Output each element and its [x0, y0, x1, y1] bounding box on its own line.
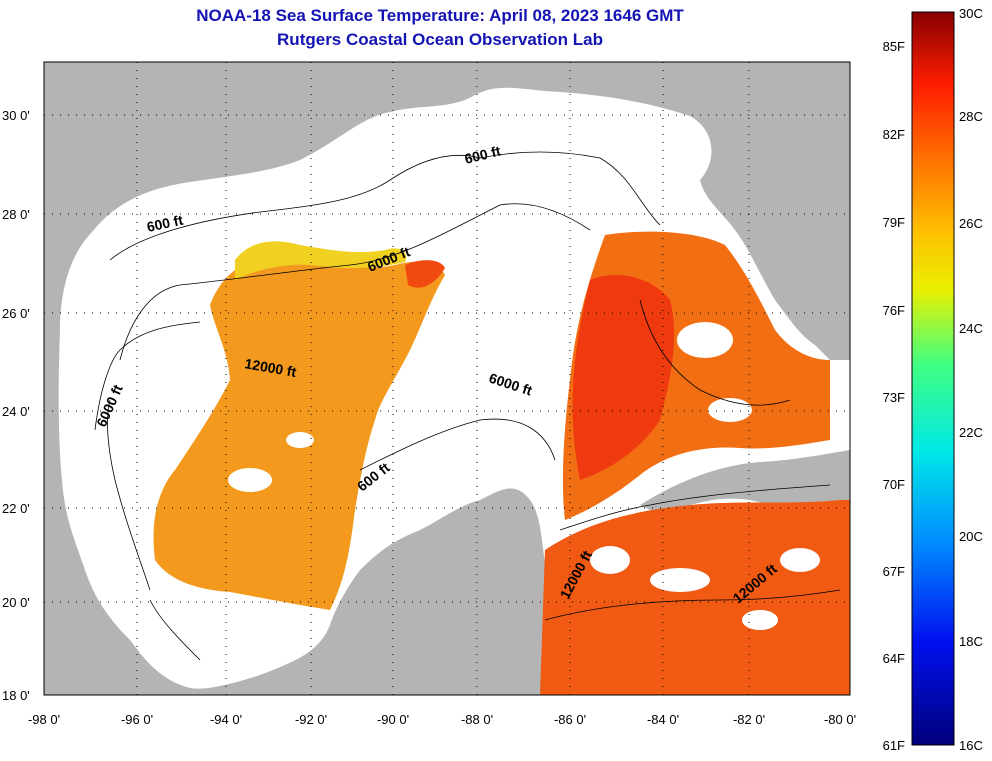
colorbar-c-label: 16C [959, 738, 983, 753]
lon-label: -82 0' [733, 712, 765, 727]
cuba-land [640, 450, 850, 515]
colorbar-c-label: 30C [959, 6, 983, 21]
contour-label: 600 ft [145, 212, 184, 235]
map-subtitle: Rutgers Coastal Ocean Observation Lab [277, 30, 603, 49]
colorbar-c-label: 18C [959, 634, 983, 649]
lon-label: -88 0' [461, 712, 493, 727]
colorbar-f-label: 70F [883, 477, 905, 492]
colorbar-f-label: 61F [883, 738, 905, 753]
florida-land [700, 62, 850, 360]
lon-label: -96 0' [121, 712, 153, 727]
colorbar-celsius-labels: 30C 28C 26C 24C 22C 20C 18C 16C [959, 6, 983, 753]
lat-label: 28 0' [2, 207, 30, 222]
latitude-axis: 30 0' 28 0' 26 0' 24 0' 22 0' 20 0' 18 0… [2, 108, 30, 703]
lon-label: -92 0' [295, 712, 327, 727]
lon-label: -94 0' [210, 712, 242, 727]
lat-label: 20 0' [2, 595, 30, 610]
colorbar-f-label: 76F [883, 303, 905, 318]
map-title: NOAA-18 Sea Surface Temperature: April 0… [196, 6, 684, 25]
colorbar-f-label: 82F [883, 127, 905, 142]
sst-west-hot [405, 260, 445, 288]
colorbar [911, 11, 955, 746]
lat-label: 30 0' [2, 108, 30, 123]
bathymetry-contours [94, 151, 841, 661]
lat-label: 26 0' [2, 306, 30, 321]
colorbar-f-label: 67F [883, 564, 905, 579]
lat-label: 22 0' [2, 501, 30, 516]
sst-caribbean [540, 500, 850, 695]
lat-label: 24 0' [2, 404, 30, 419]
lon-label: -80 0' [824, 712, 856, 727]
lon-label: -98 0' [28, 712, 60, 727]
colorbar-f-label: 79F [883, 215, 905, 230]
lat-label: 18 0' [2, 688, 30, 703]
colorbar-c-label: 28C [959, 109, 983, 124]
lon-label: -84 0' [647, 712, 679, 727]
colorbar-c-label: 24C [959, 321, 983, 336]
lon-label: -90 0' [377, 712, 409, 727]
colorbar-f-label: 73F [883, 390, 905, 405]
map-frame [43, 61, 851, 696]
lon-label: -86 0' [554, 712, 586, 727]
colorbar-c-label: 26C [959, 216, 983, 231]
longitude-axis: -98 0' -96 0' -94 0' -92 0' -90 0' -88 0… [28, 712, 856, 727]
cloud-gaps [228, 322, 820, 630]
sst-west-yellow [235, 241, 407, 280]
colorbar-f-label: 64F [883, 651, 905, 666]
colorbar-f-label: 85F [883, 39, 905, 54]
colorbar-c-label: 20C [959, 529, 983, 544]
colorbar-fahrenheit-labels: 85F 82F 79F 76F 73F 70F 67F 64F 61F [883, 39, 905, 753]
colorbar-c-label: 22C [959, 425, 983, 440]
